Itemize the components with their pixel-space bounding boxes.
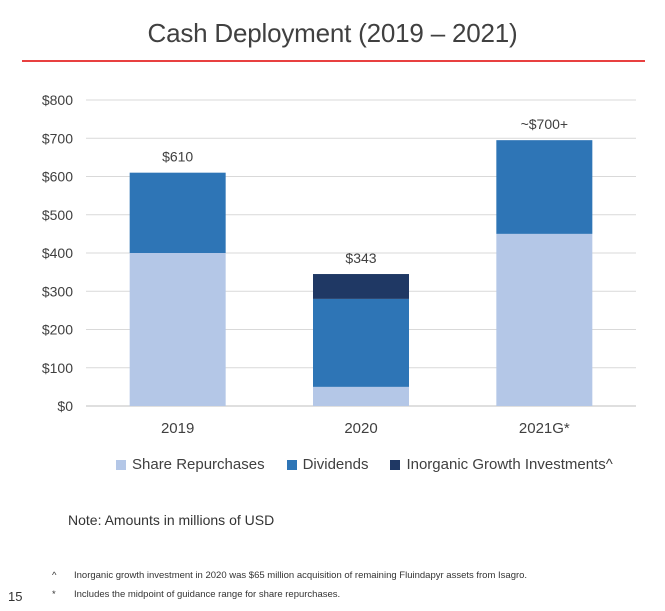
legend-item-inorganic: Inorganic Growth Investments^ bbox=[390, 456, 613, 473]
y-tick-label: $400 bbox=[42, 245, 73, 261]
bar-total-label: $610 bbox=[162, 149, 193, 165]
legend-swatch-inorganic bbox=[390, 459, 401, 470]
y-tick-label: $800 bbox=[42, 92, 73, 108]
x-tick-label: 2021G* bbox=[519, 420, 570, 437]
y-tick-label: $700 bbox=[42, 130, 73, 146]
bar-total-label: ~$700+ bbox=[521, 116, 569, 132]
bar-segment-dividends bbox=[313, 298, 409, 387]
legend-label-dividends: Dividends bbox=[302, 456, 369, 473]
title-divider bbox=[22, 60, 645, 62]
legend-label-inorganic: Inorganic Growth Investments^ bbox=[406, 456, 613, 473]
y-tick-label: $600 bbox=[42, 169, 73, 185]
y-tick-label: $100 bbox=[42, 360, 73, 376]
footnote-symbol: ^ bbox=[52, 570, 57, 581]
x-tick-label: 2020 bbox=[344, 420, 377, 437]
y-tick-label: $300 bbox=[42, 283, 73, 299]
bar-total-label: $343 bbox=[345, 250, 376, 266]
legend-label-share-repurchases: Share Repurchases bbox=[132, 456, 265, 473]
bar-segment-dividends bbox=[496, 140, 593, 234]
chart-title: Cash Deployment (2019 – 2021) bbox=[147, 18, 518, 48]
legend-swatch-share-repurchases bbox=[116, 459, 126, 470]
bar-segment-dividends bbox=[129, 172, 226, 253]
legend-item-share-repurchases: Share Repurchases bbox=[116, 456, 265, 473]
bar-segment-share-repurchases bbox=[313, 386, 409, 406]
footnote-text: Inorganic growth investment in 2020 was … bbox=[74, 570, 528, 581]
legend-item-dividends: Dividends bbox=[286, 456, 369, 473]
y-tick-label: $200 bbox=[42, 322, 73, 338]
footnote-guidance: * Includes the midpoint of guidance range… bbox=[52, 589, 340, 600]
footnote-symbol: * bbox=[52, 589, 56, 600]
stacked-bar-chart: $0 $100 $200 $300 $400 $500 $600 $700 $800 $610 20… bbox=[42, 92, 636, 437]
page-number: 15 bbox=[8, 589, 23, 604]
bar-segment-share-repurchases bbox=[129, 253, 226, 406]
footnote-text: Includes the midpoint of guidance range … bbox=[74, 589, 341, 600]
bar-segment-share-repurchases bbox=[496, 233, 593, 406]
footnote-inorganic: ^ Inorganic growth investment in 2020 was… bbox=[52, 570, 527, 581]
units-note: Note: Amounts in millions of USD bbox=[68, 512, 275, 528]
y-tick-label: $0 bbox=[57, 398, 73, 414]
bar-segment-inorganic bbox=[313, 274, 409, 299]
y-tick-label: $500 bbox=[42, 207, 73, 223]
legend-swatch-dividends bbox=[286, 459, 297, 470]
x-tick-label: 2019 bbox=[161, 420, 194, 437]
chart-legend: Share Repurchases Dividends Inorganic Gr… bbox=[116, 456, 613, 473]
